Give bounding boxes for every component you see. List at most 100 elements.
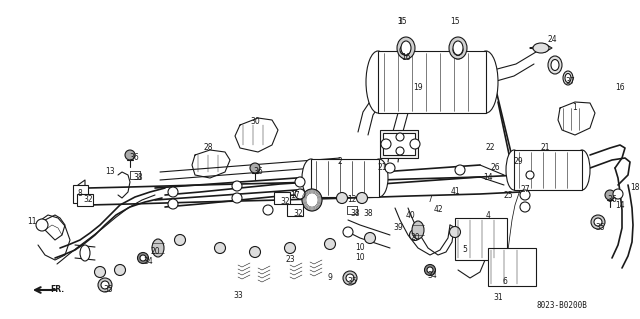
Text: 34: 34 <box>143 257 153 266</box>
Text: 1: 1 <box>573 103 577 113</box>
Text: 17: 17 <box>290 191 300 201</box>
Text: 35: 35 <box>595 224 605 233</box>
Bar <box>274 192 290 204</box>
Ellipse shape <box>454 44 462 56</box>
Text: 8: 8 <box>77 189 83 198</box>
Circle shape <box>101 281 109 289</box>
Ellipse shape <box>574 150 590 190</box>
Text: 36: 36 <box>253 167 263 176</box>
Circle shape <box>285 242 296 254</box>
Ellipse shape <box>397 37 415 59</box>
Text: FR.: FR. <box>50 286 64 294</box>
Ellipse shape <box>402 44 410 56</box>
Circle shape <box>295 189 305 199</box>
Text: 2: 2 <box>338 158 342 167</box>
Text: 33: 33 <box>233 291 243 300</box>
Circle shape <box>400 45 410 55</box>
Circle shape <box>295 177 305 187</box>
Circle shape <box>427 267 433 273</box>
Circle shape <box>343 271 357 285</box>
Circle shape <box>138 253 148 263</box>
Text: 8023-B0200B: 8023-B0200B <box>536 301 588 310</box>
Circle shape <box>232 193 242 203</box>
Circle shape <box>396 147 404 155</box>
Ellipse shape <box>370 159 388 197</box>
Ellipse shape <box>366 51 390 113</box>
Text: 38: 38 <box>350 210 360 219</box>
Circle shape <box>410 139 420 149</box>
Circle shape <box>591 215 605 229</box>
Text: 38: 38 <box>363 210 373 219</box>
Bar <box>488 248 536 286</box>
Text: 24: 24 <box>547 35 557 44</box>
Circle shape <box>337 192 348 204</box>
Circle shape <box>356 192 367 204</box>
Ellipse shape <box>302 189 322 211</box>
Circle shape <box>346 274 354 282</box>
Ellipse shape <box>474 51 498 113</box>
Circle shape <box>115 264 125 276</box>
Circle shape <box>175 234 186 246</box>
Text: 10: 10 <box>355 243 365 253</box>
Text: 38: 38 <box>133 174 143 182</box>
Text: 25: 25 <box>503 190 513 199</box>
Circle shape <box>526 171 534 179</box>
Bar <box>514 150 582 190</box>
Text: 39: 39 <box>393 224 403 233</box>
Bar <box>378 51 486 113</box>
Circle shape <box>36 219 48 231</box>
Ellipse shape <box>506 150 522 190</box>
Text: 3: 3 <box>397 18 403 26</box>
Ellipse shape <box>451 41 465 59</box>
Text: 40: 40 <box>405 211 415 219</box>
Ellipse shape <box>533 43 549 53</box>
Ellipse shape <box>449 37 467 59</box>
Ellipse shape <box>548 56 562 74</box>
Text: 36: 36 <box>129 153 139 162</box>
Text: 34: 34 <box>427 271 437 279</box>
Text: 19: 19 <box>413 84 423 93</box>
Text: 20: 20 <box>150 248 160 256</box>
Circle shape <box>455 165 465 175</box>
Circle shape <box>168 187 178 197</box>
Ellipse shape <box>563 71 573 85</box>
Ellipse shape <box>401 41 411 55</box>
Circle shape <box>385 163 395 173</box>
Text: 21: 21 <box>377 164 387 173</box>
Text: 7: 7 <box>428 196 433 204</box>
Circle shape <box>410 229 420 241</box>
Circle shape <box>214 242 225 254</box>
Circle shape <box>396 133 404 141</box>
Circle shape <box>95 266 106 278</box>
Circle shape <box>424 264 435 276</box>
Text: 23: 23 <box>285 256 295 264</box>
Text: 32: 32 <box>83 196 93 204</box>
Text: 31: 31 <box>493 293 503 302</box>
Text: 9: 9 <box>328 273 332 283</box>
Circle shape <box>453 45 463 55</box>
Circle shape <box>125 150 135 160</box>
Text: 15: 15 <box>450 18 460 26</box>
Text: 14: 14 <box>615 201 625 210</box>
Text: 16: 16 <box>615 84 625 93</box>
Circle shape <box>232 181 242 191</box>
Text: 32: 32 <box>280 197 290 206</box>
Text: 26: 26 <box>490 164 500 173</box>
Text: 36: 36 <box>607 196 617 204</box>
Circle shape <box>343 227 353 237</box>
Ellipse shape <box>551 60 559 70</box>
Text: 42: 42 <box>433 205 443 214</box>
Ellipse shape <box>80 245 90 261</box>
Bar <box>380 130 418 158</box>
Ellipse shape <box>399 41 413 59</box>
Text: 11: 11 <box>28 218 36 226</box>
Circle shape <box>520 190 530 200</box>
Text: 41: 41 <box>450 188 460 197</box>
Circle shape <box>613 189 623 199</box>
Ellipse shape <box>152 239 164 257</box>
Text: 29: 29 <box>513 158 523 167</box>
Bar <box>311 159 379 197</box>
Text: 30: 30 <box>250 117 260 127</box>
Circle shape <box>594 218 602 226</box>
Circle shape <box>168 199 178 209</box>
